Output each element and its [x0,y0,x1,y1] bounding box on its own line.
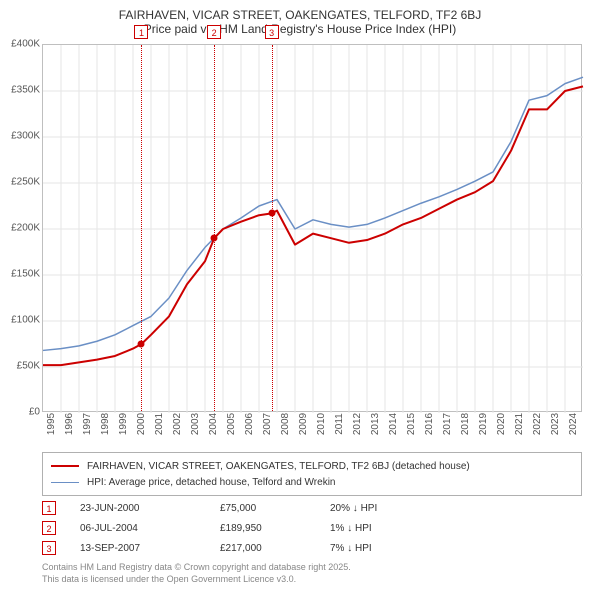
event-price: £189,950 [220,523,330,534]
x-tick-label: 2001 [154,413,165,435]
x-tick-label: 2008 [280,413,291,435]
event-diff: 1% ↓ HPI [330,523,372,534]
chart-plot-area: 123 [42,44,582,412]
x-tick-label: 2011 [334,413,345,435]
x-tick-label: 2007 [262,413,273,435]
title-block: FAIRHAVEN, VICAR STREET, OAKENGATES, TEL… [0,0,600,38]
event-index-box: 3 [42,541,56,555]
x-tick-label: 1995 [46,413,57,435]
event-diff: 20% ↓ HPI [330,503,377,514]
line-series [43,45,581,411]
title-line2: Price paid vs. HM Land Registry's House … [0,22,600,36]
attribution-line2: This data is licensed under the Open Gov… [42,574,582,586]
chart-container: FAIRHAVEN, VICAR STREET, OAKENGATES, TEL… [0,0,600,590]
x-tick-label: 2006 [244,413,255,435]
event-date: 23-JUN-2000 [80,503,220,514]
x-tick-label: 2002 [172,413,183,435]
legend: FAIRHAVEN, VICAR STREET, OAKENGATES, TEL… [42,452,582,496]
event-marker-point [268,210,275,217]
y-tick-label: £50K [0,361,40,372]
event-row: 2 06-JUL-2004£189,9501% ↓ HPI [42,518,582,538]
x-tick-label: 2021 [514,413,525,435]
y-tick-label: £150K [0,269,40,280]
x-tick-label: 2004 [208,413,219,435]
y-tick-label: £100K [0,315,40,326]
x-tick-label: 2024 [568,413,579,435]
x-tick-label: 2023 [550,413,561,435]
event-price: £75,000 [220,503,330,514]
x-tick-label: 2020 [496,413,507,435]
event-marker-line [272,45,273,411]
x-tick-label: 2000 [136,413,147,435]
x-tick-label: 1998 [100,413,111,435]
x-tick-label: 2010 [316,413,327,435]
event-row: 1 23-JUN-2000£75,00020% ↓ HPI [42,498,582,518]
x-tick-label: 2009 [298,413,309,435]
x-tick-label: 2022 [532,413,543,435]
event-index-box: 1 [42,501,56,515]
x-tick-label: 1996 [64,413,75,435]
title-line1: FAIRHAVEN, VICAR STREET, OAKENGATES, TEL… [0,8,600,22]
y-tick-label: £350K [0,85,40,96]
legend-row: FAIRHAVEN, VICAR STREET, OAKENGATES, TEL… [51,458,573,474]
legend-label: HPI: Average price, detached house, Telf… [87,477,336,488]
x-tick-label: 2018 [460,413,471,435]
event-row: 3 13-SEP-2007£217,0007% ↓ HPI [42,538,582,558]
event-price: £217,000 [220,543,330,554]
series-line [43,77,583,350]
y-tick-label: £250K [0,177,40,188]
legend-label: FAIRHAVEN, VICAR STREET, OAKENGATES, TEL… [87,461,470,472]
series-line [43,86,583,365]
event-marker-point [211,235,218,242]
x-tick-label: 2013 [370,413,381,435]
event-diff: 7% ↓ HPI [330,543,372,554]
x-tick-label: 2019 [478,413,489,435]
x-tick-label: 2014 [388,413,399,435]
event-marker-point [138,341,145,348]
x-tick-label: 2012 [352,413,363,435]
x-tick-label: 2016 [424,413,435,435]
event-marker-line [141,45,142,411]
attribution-line1: Contains HM Land Registry data © Crown c… [42,562,582,574]
legend-swatch [51,482,79,483]
events-table: 1 23-JUN-2000£75,00020% ↓ HPI 2 06-JUL-2004… [42,498,582,558]
y-tick-label: £200K [0,223,40,234]
x-tick-label: 2005 [226,413,237,435]
legend-row: HPI: Average price, detached house, Telf… [51,474,573,490]
y-tick-label: £300K [0,131,40,142]
x-tick-label: 1999 [118,413,129,435]
event-marker-line [214,45,215,411]
x-tick-label: 2017 [442,413,453,435]
event-date: 13-SEP-2007 [80,543,220,554]
y-tick-label: £0 [0,407,40,418]
event-marker-box: 2 [207,25,221,39]
event-marker-box: 3 [265,25,279,39]
event-index-box: 2 [42,521,56,535]
x-tick-label: 2015 [406,413,417,435]
y-tick-label: £400K [0,39,40,50]
attribution-text: Contains HM Land Registry data © Crown c… [42,562,582,585]
event-marker-box: 1 [134,25,148,39]
legend-swatch [51,465,79,467]
x-tick-label: 2003 [190,413,201,435]
x-tick-label: 1997 [82,413,93,435]
event-date: 06-JUL-2004 [80,523,220,534]
